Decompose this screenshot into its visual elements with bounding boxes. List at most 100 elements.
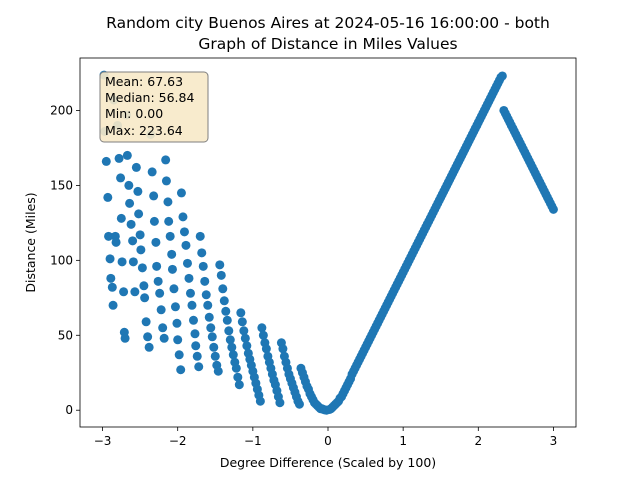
scatter-point [192, 351, 202, 361]
scatter-point [548, 204, 558, 214]
scatter-point [172, 318, 182, 328]
scatter-point [227, 342, 237, 352]
scatter-point [128, 257, 138, 267]
scatter-point [234, 380, 244, 390]
scatter-point [242, 341, 252, 351]
scatter-point [225, 335, 235, 345]
scatter-point [151, 237, 161, 247]
scatter-point [178, 212, 188, 222]
scatter-point [125, 198, 135, 208]
y-tick-label: 0 [65, 403, 73, 417]
scatter-point [231, 363, 241, 373]
scatter-point [198, 261, 208, 271]
scatter-point [101, 156, 111, 166]
scatter-point [122, 150, 132, 160]
scatter-point [194, 362, 204, 372]
scatter-point [147, 167, 157, 177]
scatter-point [174, 350, 184, 360]
scatter-point [233, 372, 243, 382]
scatter-point [278, 344, 288, 354]
scatter-point [111, 237, 121, 247]
scatter-point [236, 308, 246, 318]
x-tick-label: −2 [169, 434, 187, 448]
chart-title-line-1: Random city Buenos Aires at 2024-05-16 1… [106, 14, 550, 32]
scatter-point [216, 270, 226, 280]
scatter-point [156, 305, 166, 315]
scatter-point [219, 296, 229, 306]
y-axis-ticks: 0 50 100 150 200 [50, 103, 80, 417]
scatter-point [136, 245, 146, 255]
x-tick-label: 1 [399, 434, 407, 448]
scatter-point [209, 342, 219, 352]
scatter-point [117, 257, 127, 267]
scatter-point [215, 260, 225, 270]
scatter-point [173, 335, 183, 345]
stats-box-background [99, 71, 209, 143]
scatter-point [120, 333, 130, 343]
scatter-point [167, 264, 177, 274]
scatter-point [207, 332, 217, 342]
scatter-point [228, 350, 238, 360]
scatter-point [188, 315, 198, 325]
scatter-point [257, 323, 267, 333]
scatter-point [185, 288, 195, 298]
scatter-point [200, 276, 210, 286]
scatter-point [128, 236, 138, 246]
scatter-point [155, 288, 165, 298]
scatter-point [176, 188, 186, 198]
scatter-point [163, 197, 173, 207]
scatter-point [108, 300, 118, 310]
scatter-point [135, 230, 145, 240]
scatter-point [130, 287, 140, 297]
stats-mean: Mean: 67.63 [105, 74, 183, 89]
scatter-point [159, 333, 169, 343]
scatter-point [181, 240, 191, 250]
scatter-point [195, 231, 205, 241]
scatter-point [221, 306, 231, 316]
scatter-point [104, 231, 114, 241]
scatter-point [201, 290, 211, 300]
scatter-point [116, 213, 126, 223]
scatter-point [141, 317, 151, 327]
scatter-point [182, 258, 192, 268]
scatter-point [134, 209, 144, 219]
scatter-point [167, 249, 177, 259]
scatter-point [143, 332, 153, 342]
scatter-point [204, 312, 214, 322]
scatter-point [139, 281, 149, 291]
scatter-point [116, 173, 126, 183]
y-tick-label: 150 [50, 178, 73, 192]
stats-max: Max: 223.64 [105, 123, 183, 138]
scatter-point [149, 191, 159, 201]
scatter-point [137, 263, 147, 273]
scatter-point [133, 186, 143, 196]
y-axis-label: Distance (Miles) [23, 192, 38, 292]
x-tick-label: 3 [550, 434, 558, 448]
scatter-point [176, 365, 186, 375]
scatter-point [240, 333, 250, 343]
scatter-point [103, 192, 113, 202]
scatter-point [169, 284, 179, 294]
x-tick-label: −1 [244, 434, 262, 448]
scatter-point [164, 216, 174, 226]
scatter-point [206, 323, 216, 333]
scatter-point [124, 180, 134, 190]
scatter-point [106, 273, 116, 283]
scatter-point [203, 300, 213, 310]
scatter-point [184, 273, 194, 283]
scatter-point [158, 323, 168, 333]
x-axis-label: Degree Difference (Scaled by 100) [220, 455, 436, 470]
scatter-point [161, 176, 171, 186]
scatter-point [144, 342, 154, 352]
scatter-point [161, 155, 171, 165]
scatter-point [190, 329, 200, 339]
scatter-point [261, 344, 271, 354]
stats-min: Min: 0.00 [105, 106, 163, 121]
scatter-points [99, 70, 558, 415]
stats-box: Mean: 67.63 Median: 56.84 Min: 0.00 Max:… [99, 71, 209, 143]
x-tick-label: 2 [474, 434, 482, 448]
scatter-point [210, 351, 220, 361]
scatter-point [275, 398, 285, 408]
